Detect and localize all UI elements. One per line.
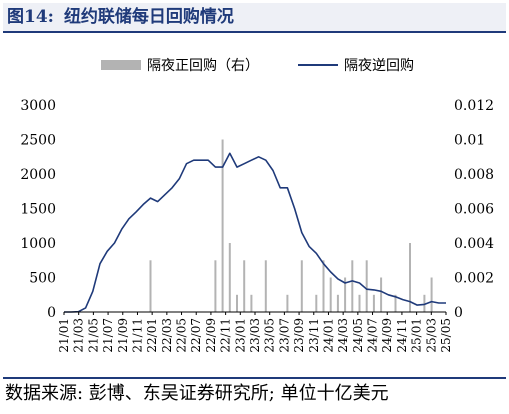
x-tick-label: 21/03 — [72, 318, 86, 353]
right-tick-label: 0 — [454, 305, 463, 321]
bar-2 — [221, 139, 224, 312]
source-note: 数据来源: 彭博、东吴证券研究所; 单位十亿美元 — [3, 377, 506, 411]
repo-chart: 隔夜正回购（右） 隔夜逆回购 05001000150020002500300000… — [20, 58, 494, 353]
bar-10 — [315, 294, 318, 313]
bar-8 — [286, 294, 289, 313]
line-path — [64, 152, 446, 313]
x-tick-label: 24/01 — [322, 318, 336, 353]
x-tick-label: 22/05 — [175, 318, 189, 353]
x-tick-label: 23/11 — [307, 318, 321, 353]
right-tick-label: 0.004 — [454, 236, 494, 252]
bar-series — [149, 139, 433, 313]
legend-swatch-bar — [101, 60, 141, 70]
bar-17 — [365, 260, 368, 313]
figure-title: 图14: 纽约联储每日回购情况 — [3, 3, 506, 33]
x-tick-label: 22/07 — [189, 318, 203, 353]
x-tick-label: 25/05 — [439, 318, 453, 353]
bar-15 — [351, 260, 354, 313]
x-tick-label: 24/03 — [336, 318, 350, 353]
x-tick-label: 23/09 — [292, 318, 306, 353]
left-tick-label: 500 — [29, 271, 56, 287]
bar-20 — [394, 294, 397, 313]
x-tick-label: 21/07 — [101, 318, 115, 353]
x-tick-label: 25/01 — [410, 318, 424, 353]
x-tick-label: 21/09 — [116, 318, 130, 353]
legend-label-line: 隔夜逆回购 — [344, 58, 414, 74]
bar-14 — [344, 277, 347, 312]
x-tick-label: 23/05 — [263, 318, 277, 353]
left-tick-label: 2000 — [20, 167, 56, 183]
bar-0 — [149, 260, 152, 313]
x-tick-label: 23/01 — [233, 318, 247, 353]
bar-22 — [423, 294, 426, 313]
bar-5 — [243, 260, 246, 313]
right-tick-label: 0.008 — [454, 167, 494, 183]
bar-23 — [430, 277, 433, 312]
left-tick-label: 2500 — [20, 133, 56, 149]
left-tick-label: 0 — [47, 305, 56, 321]
x-tick-label: 23/07 — [277, 318, 291, 353]
x-tick-label: 21/11 — [131, 318, 145, 353]
bar-9 — [300, 260, 303, 313]
legend-label-bar: 隔夜正回购（右） — [147, 58, 259, 74]
right-tick-label: 0.006 — [454, 202, 494, 218]
x-tick-label: 22/11 — [219, 318, 233, 353]
x-tick-label: 24/11 — [395, 318, 409, 353]
x-tick-label: 25/03 — [424, 318, 438, 353]
figure-title-text: 纽约联储每日回购情况 — [63, 7, 234, 27]
right-tick-label: 0.012 — [454, 98, 494, 114]
bar-16 — [358, 294, 361, 313]
bar-4 — [236, 294, 238, 313]
x-tick-label: 22/03 — [160, 318, 174, 353]
left-tick-label: 1000 — [20, 236, 56, 252]
left-tick-label: 3000 — [20, 98, 56, 114]
bar-21 — [409, 243, 411, 312]
x-tick-label: 22/09 — [204, 318, 218, 353]
x-tick-label: 24/07 — [366, 318, 380, 353]
bar-12 — [329, 277, 332, 312]
axes: 0 500 1000 1500 2000 2500 3000 0 0.002 0.004 0.006… — [20, 98, 494, 353]
bar-19 — [380, 277, 383, 312]
x-tick-label: 21/05 — [86, 318, 100, 353]
right-tick-label: 0.01 — [454, 133, 485, 149]
bar-1 — [214, 260, 217, 313]
legend: 隔夜正回购（右） 隔夜逆回购 — [101, 58, 414, 74]
figure-label: 图14: — [7, 7, 54, 27]
bar-6 — [250, 294, 253, 313]
bar-3 — [228, 243, 231, 312]
line-series — [64, 152, 446, 313]
bar-11 — [322, 260, 325, 313]
bar-13 — [336, 294, 339, 313]
bar-7 — [264, 260, 267, 313]
x-tick-label: 24/05 — [351, 318, 365, 353]
left-tick-label: 1500 — [20, 202, 56, 218]
right-tick-label: 0.002 — [454, 271, 494, 287]
x-tick-label: 21/01 — [57, 318, 71, 353]
x-tick-label: 22/01 — [145, 318, 159, 353]
bar-18 — [372, 294, 375, 313]
x-tick-label: 24/09 — [380, 318, 394, 353]
x-tick-label: 23/03 — [248, 318, 262, 353]
